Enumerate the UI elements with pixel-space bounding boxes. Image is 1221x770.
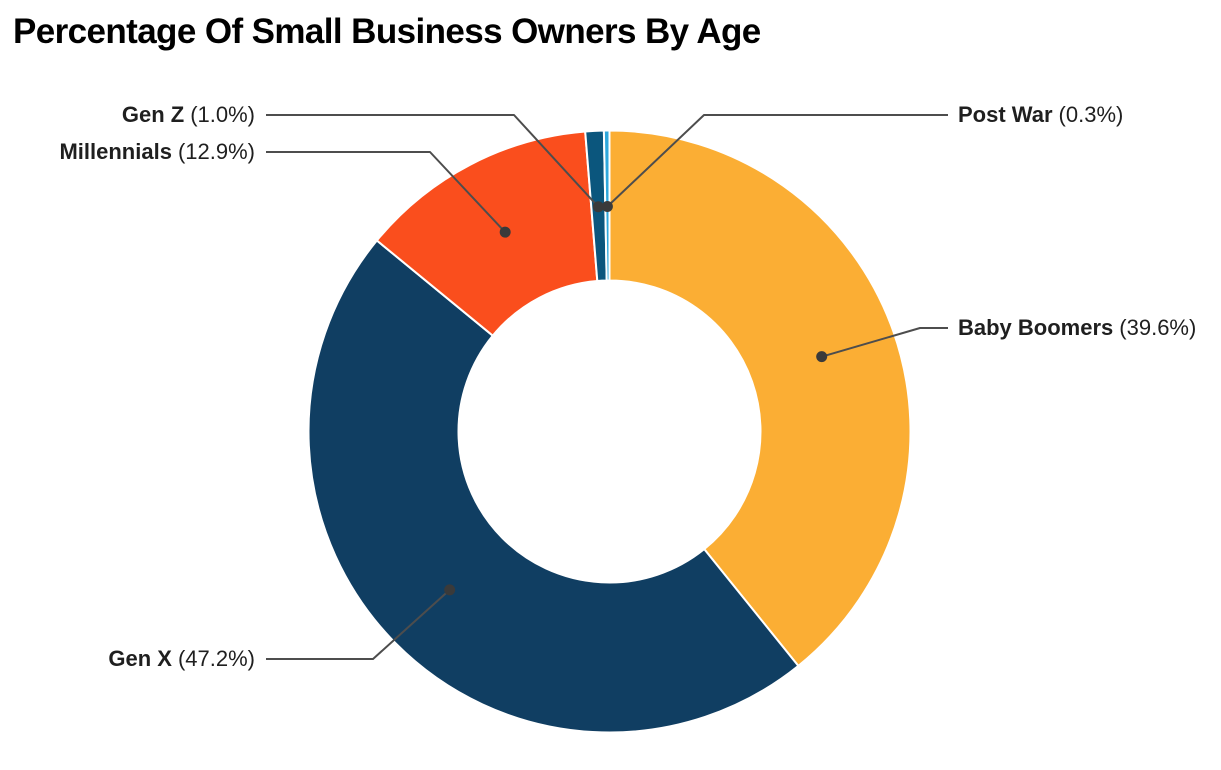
slice-label-percent: (0.3%) — [1058, 102, 1124, 127]
slice-label-name: Baby Boomers — [958, 315, 1114, 340]
slice-baby-boomers[interactable] — [608, 129, 912, 667]
slice-gen-x[interactable] — [307, 239, 800, 734]
slice-label-percent: (12.9%) — [177, 139, 255, 164]
leader-line-millennials — [266, 151, 506, 233]
chart-title: Percentage Of Small Business Owners By A… — [13, 12, 761, 51]
leader-line-baby-boomers — [821, 327, 948, 358]
slice-label-baby-boomers: Baby Boomers (39.6%) — [958, 313, 1196, 343]
leader-dot-millennials — [499, 226, 511, 238]
slice-label-name: Gen X — [108, 646, 172, 671]
slice-label-name: Gen Z — [121, 102, 185, 127]
leader-dot-post-war — [601, 201, 613, 213]
slice-label-millennials: Millennials (12.9%) — [59, 137, 255, 167]
slice-label-percent: (47.2%) — [177, 646, 255, 671]
leader-dot-gen-x — [444, 584, 456, 596]
leader-dot-baby-boomers — [816, 351, 828, 363]
slice-millennials[interactable] — [375, 130, 599, 337]
leader-line-gen-z — [266, 114, 600, 208]
slice-label-gen-x: Gen X (47.2%) — [108, 644, 255, 674]
leader-line-gen-x — [266, 589, 451, 660]
leader-dot-gen-z — [592, 201, 604, 213]
slice-label-percent: (39.6%) — [1119, 315, 1197, 340]
slice-label-name: Millennials — [59, 139, 172, 164]
slice-label-gen-z: Gen Z (1.0%) — [122, 100, 255, 130]
slice-label-name: Post War — [958, 102, 1053, 127]
slice-label-percent: (1.0%) — [190, 102, 255, 127]
slice-label-post-war: Post War (0.3%) — [958, 100, 1123, 130]
leader-line-post-war — [606, 114, 948, 208]
